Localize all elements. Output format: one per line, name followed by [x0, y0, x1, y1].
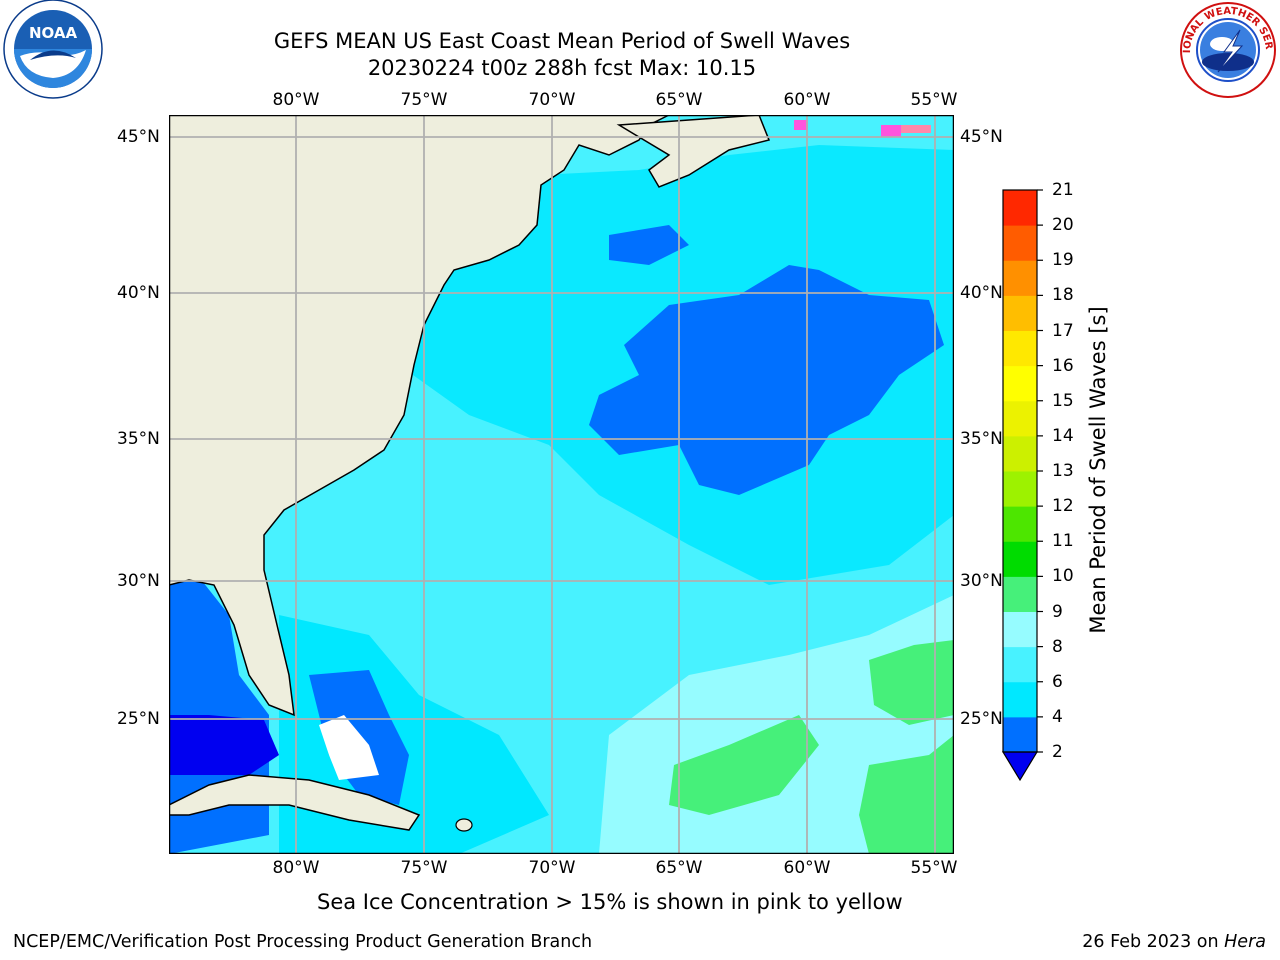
lon-label-bottom-55w: 55°W	[910, 858, 958, 878]
colorbar-label: Mean Period of Swell Waves [s]	[1086, 306, 1110, 634]
colorbar	[1001, 189, 1043, 782]
lon-label-bottom-80w: 80°W	[272, 858, 320, 878]
lat-label-left-35n: 35°N	[117, 429, 160, 449]
colorbar-tick-label: 15	[1052, 390, 1074, 411]
colorbar-tick-label: 16	[1052, 355, 1074, 376]
noaa-logo-label: NOAA	[29, 24, 78, 42]
colorbar-tick-label: 11	[1052, 531, 1074, 552]
graticule	[169, 115, 954, 854]
sea-ice-patch-2	[881, 125, 901, 137]
gulf-maine-low	[609, 225, 689, 265]
sea-ice-patch-3	[901, 125, 931, 133]
lon-label-top-55w: 55°W	[910, 90, 958, 110]
lat-label-right-35n: 35°N	[960, 429, 1003, 449]
high-period-patch-2	[669, 715, 819, 815]
colorbar-band	[1003, 716, 1037, 753]
colorbar-band	[1003, 471, 1037, 507]
footer-left: NCEP/EMC/Verification Post Processing Pr…	[13, 932, 593, 952]
colorbar-tick-label: 4	[1052, 706, 1063, 727]
colorbar-tick-label: 12	[1052, 496, 1074, 517]
sea-ice-patch-1	[794, 120, 808, 130]
high-period-patch-1	[869, 640, 954, 725]
colorbar-band	[1003, 435, 1037, 472]
swell-period-map	[169, 115, 954, 854]
colorbar-band	[1003, 225, 1037, 261]
nova-scotia-land	[616, 115, 771, 188]
lat-label-right-25n: 25°N	[960, 709, 1003, 729]
colorbar-band	[1003, 646, 1037, 683]
lon-label-top-80w: 80°W	[272, 90, 320, 110]
colorbar-tick-label: 19	[1052, 250, 1074, 271]
footer-date: 26 Feb 2023 on	[1082, 932, 1225, 952]
colorbar-tick-label: 18	[1052, 285, 1074, 306]
island-land	[455, 818, 473, 832]
colorbar-band	[1003, 365, 1037, 402]
map-title: GEFS MEAN US East Coast Mean Period of S…	[273, 29, 851, 53]
lon-label-top-75w: 75°W	[400, 90, 448, 110]
lon-label-bottom-75w: 75°W	[400, 858, 448, 878]
colorbar-band	[1003, 681, 1037, 718]
nws-logo: NATIONAL WEATHER SERVICE	[1176, 0, 1276, 98]
colorbar-tick-label: 10	[1052, 566, 1074, 587]
colorbar-band	[1003, 295, 1037, 331]
sea-ice-caption: Sea Ice Concentration > 15% is shown in …	[317, 890, 903, 914]
lat-label-left-45n: 45°N	[117, 127, 160, 147]
colorbar-band	[1003, 611, 1037, 648]
lat-label-left-30n: 30°N	[117, 571, 160, 591]
colorbar-band	[1003, 400, 1037, 437]
lon-label-top-70w: 70°W	[528, 90, 576, 110]
lon-label-bottom-65w: 65°W	[655, 858, 703, 878]
colorbar-tick-label: 9	[1052, 601, 1063, 622]
noaa-logo: NOAA	[3, 0, 103, 99]
map-subtitle: 20230224 t00z 288h fcst Max: 10.15	[367, 56, 757, 80]
colorbar-tick-label: 13	[1052, 461, 1074, 481]
colorbar-tick-label: 14	[1052, 425, 1074, 446]
colorbar-extend-min	[1001, 751, 1039, 782]
colorbar-band	[1003, 541, 1037, 577]
footer-right: 26 Feb 2023 on Hera	[1082, 932, 1266, 952]
colorbar-band	[1003, 576, 1037, 612]
colorbar-tick-label: 20	[1052, 215, 1074, 236]
colorbar-tick-label: 6	[1052, 671, 1063, 692]
colorbar-tick-label: 8	[1052, 636, 1063, 657]
lat-label-right-40n: 40°N	[960, 283, 1003, 303]
lat-label-left-25n: 25°N	[117, 709, 160, 729]
colorbar-band	[1003, 330, 1037, 367]
map-frame	[169, 115, 954, 854]
lon-label-bottom-60w: 60°W	[783, 858, 831, 878]
gulf-extend-min	[169, 715, 279, 775]
lat-label-left-40n: 40°N	[117, 283, 160, 303]
lon-label-bottom-70w: 70°W	[528, 858, 576, 878]
colorbar-band	[1003, 506, 1037, 542]
lat-label-right-30n: 30°N	[960, 571, 1003, 591]
lon-label-top-65w: 65°W	[655, 90, 703, 110]
us-east-coast-land	[169, 115, 670, 717]
colorbar-band	[1003, 260, 1037, 296]
lat-label-right-45n: 45°N	[960, 127, 1003, 147]
bahamas-masked	[319, 715, 379, 780]
colorbar-tick-label: 17	[1052, 320, 1074, 341]
colorbar-band	[1003, 190, 1037, 226]
cuba-land	[169, 774, 421, 831]
colorbar-tick-label: 2	[1052, 742, 1063, 762]
low-period-blob	[589, 265, 944, 495]
footer-host: Hera	[1224, 932, 1266, 952]
lon-label-top-60w: 60°W	[783, 90, 831, 110]
high-period-patch-3	[859, 735, 954, 854]
colorbar-tick-label: 21	[1052, 180, 1074, 200]
